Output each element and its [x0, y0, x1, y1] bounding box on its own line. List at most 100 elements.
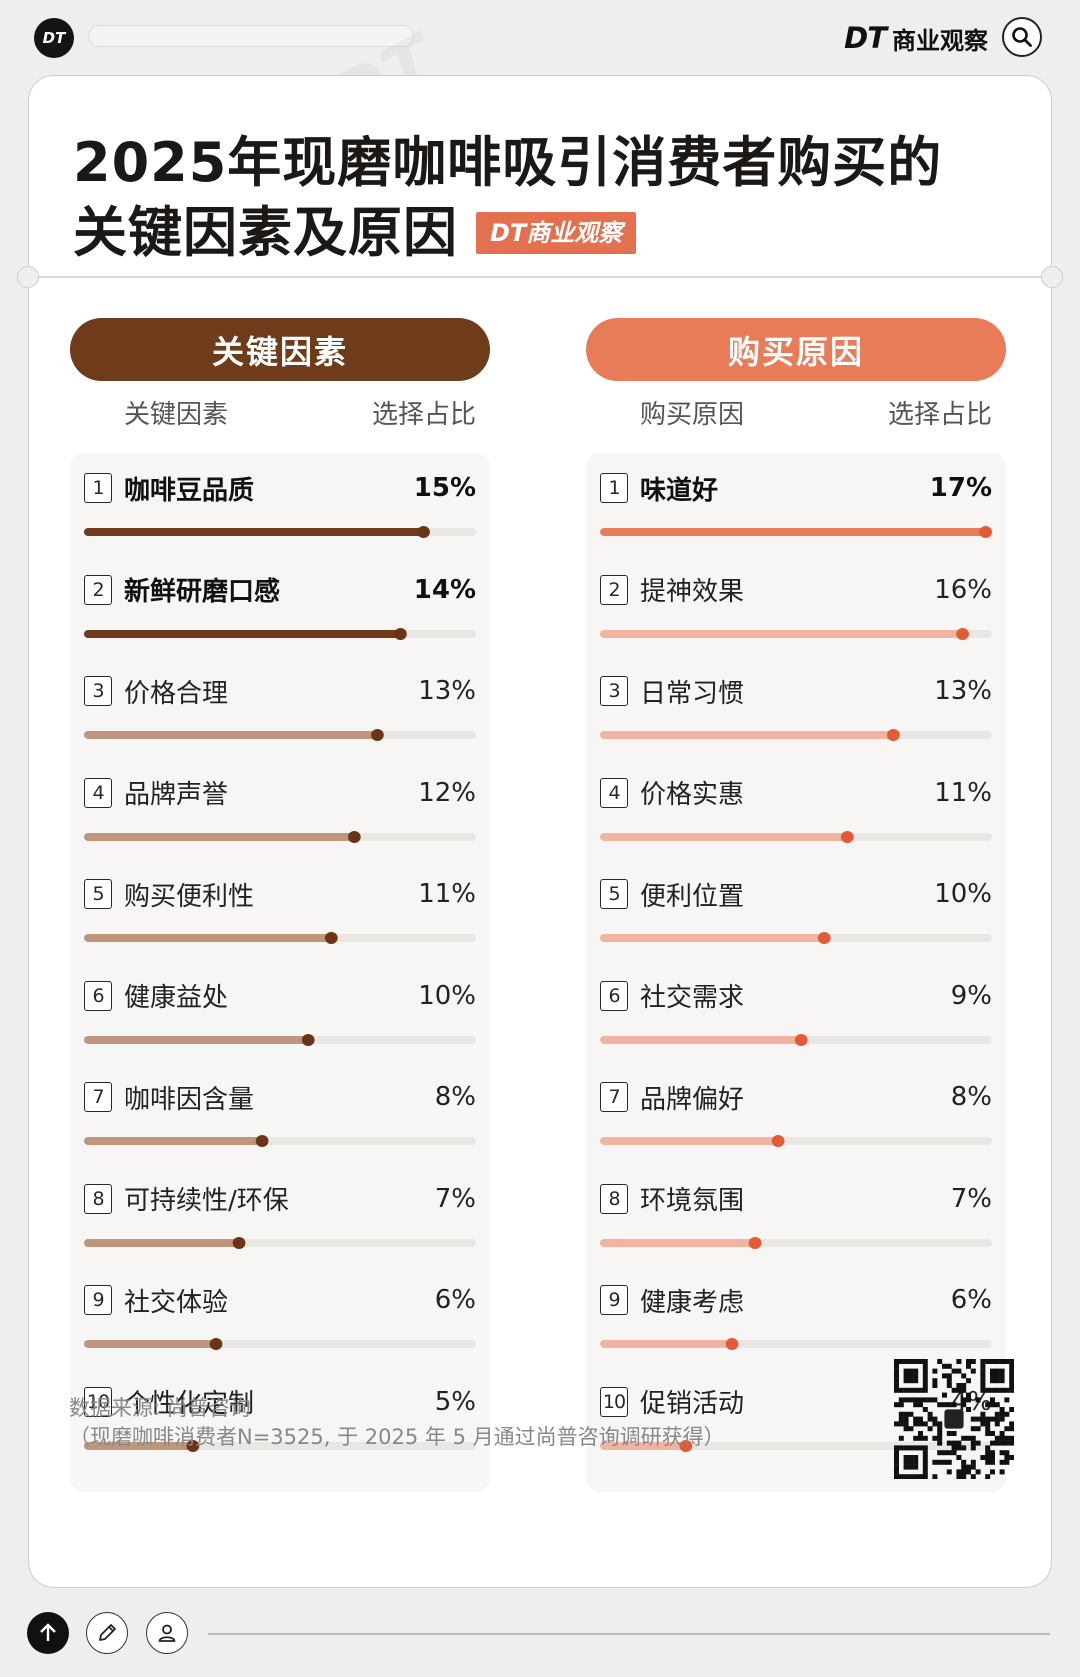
bar-track: [84, 1134, 476, 1147]
rank-badge: 9: [600, 1285, 628, 1315]
bar-track: [600, 525, 992, 538]
qr-module: [942, 1459, 947, 1465]
qr-module: [1009, 1435, 1014, 1441]
qr-module: [932, 1378, 938, 1384]
bar-track: [600, 830, 992, 843]
bar: [600, 528, 990, 536]
category-label: 咖啡豆品质: [124, 475, 255, 506]
qr-module: [980, 1455, 986, 1460]
reasons-col-share: 选择占比: [887, 400, 992, 430]
chart-row: 6 社交需求 9%: [598, 975, 994, 1073]
qr-module: [999, 1459, 1005, 1465]
qr-module: [894, 1474, 899, 1479]
bar-track: [84, 1033, 476, 1046]
qr-module: [918, 1402, 923, 1408]
rank-badge: 10: [600, 1386, 628, 1417]
qr-module: [908, 1459, 914, 1465]
qr-module: [894, 1455, 899, 1460]
qr-module: [922, 1407, 928, 1412]
bar-end-dot: [794, 1033, 808, 1046]
qr-module: [961, 1435, 967, 1441]
category-label: 个性化定制: [124, 1389, 255, 1419]
qr-module: [1009, 1455, 1014, 1460]
bar: [84, 1035, 313, 1044]
dt-logo-icon[interactable]: DT: [34, 18, 74, 58]
bar-end-dot: [817, 932, 831, 944]
qr-module: [985, 1416, 991, 1422]
bar-end-dot: [301, 1033, 315, 1046]
bar-end-dot: [748, 1236, 762, 1249]
bar-end-dot: [186, 1439, 200, 1452]
qr-module: [970, 1445, 976, 1451]
qr-module: [956, 1469, 962, 1475]
reasons-chart: 1 味道好 17% 2 提神效果 16% 3 日常习惯 13% 4 价格实惠 11% 5 便利位置 10% 6…: [586, 453, 1006, 1492]
bar-track: [600, 1033, 992, 1046]
qr-module: [999, 1435, 1005, 1441]
rank-badge: 4: [84, 777, 112, 808]
qr-module: [994, 1402, 1000, 1408]
row-line: 5 便利位置 10%: [598, 873, 994, 915]
qr-module: [918, 1359, 923, 1364]
value-label: 15%: [413, 473, 476, 503]
edit-button[interactable]: [86, 1612, 128, 1654]
qr-code[interactable]: [894, 1359, 1014, 1479]
bar: [84, 1441, 198, 1450]
qr-module: [946, 1459, 952, 1465]
qr-module: [898, 1416, 904, 1422]
value-label: 8%: [950, 1082, 992, 1112]
bar-end-dot: [347, 830, 361, 843]
qr-module: [913, 1397, 919, 1403]
reasons-header-pill: 购买原因: [586, 318, 1006, 381]
qr-module: [999, 1373, 1005, 1379]
category-label: 日常习惯: [640, 678, 745, 709]
row-line: 1 咖啡豆品质 15%: [82, 467, 478, 509]
value-label: 13%: [934, 676, 992, 706]
rank-badge: 8: [84, 1183, 112, 1214]
qr-module: [1004, 1359, 1010, 1364]
chart-row: 5 购买便利性 11%: [82, 873, 478, 971]
qr-module: [913, 1459, 919, 1465]
qr-module: [932, 1435, 938, 1441]
qr-module: [999, 1407, 1005, 1412]
qr-module: [1004, 1387, 1010, 1393]
category-label: 健康益处: [124, 983, 229, 1013]
title-divider: [29, 276, 1053, 278]
top-search-field[interactable]: [88, 25, 414, 47]
bar-svg: [84, 1033, 476, 1046]
bar-track: [600, 1134, 992, 1147]
qr-module: [975, 1426, 981, 1432]
qr-module: [898, 1411, 904, 1417]
bar: [600, 934, 829, 942]
qr-module: [918, 1435, 923, 1441]
qr-module: [970, 1416, 976, 1422]
qr-module: [961, 1387, 967, 1393]
qr-module: [994, 1368, 1000, 1374]
qr-module: [990, 1455, 995, 1460]
scroll-top-button[interactable]: [27, 1612, 69, 1654]
search-button[interactable]: [1002, 17, 1042, 57]
qr-module: [937, 1359, 943, 1364]
bar-end-dot: [840, 830, 854, 843]
qr-module: [951, 1368, 957, 1374]
qr-module: [1009, 1426, 1014, 1432]
qr-module: [990, 1373, 995, 1379]
qr-module: [903, 1368, 909, 1374]
value-label: 7%: [434, 1183, 476, 1214]
qr-module: [956, 1445, 962, 1451]
profile-button[interactable]: [146, 1612, 188, 1654]
qr-module: [1009, 1440, 1014, 1446]
qr-module: [913, 1359, 919, 1364]
qr-module: [918, 1421, 923, 1427]
value-label: 6%: [434, 1285, 476, 1315]
qr-module: [961, 1373, 967, 1379]
page-title: 2025年现磨咖啡吸引消费者购买的 关键因素及原因 DT商业观察: [73, 128, 942, 268]
qr-module: [918, 1474, 923, 1479]
qr-module: [937, 1426, 943, 1432]
qr-module: [922, 1359, 928, 1364]
qr-module: [922, 1387, 928, 1393]
rank-badge: 5: [84, 879, 112, 909]
qr-module: [966, 1363, 971, 1369]
category-label: 咖啡因含量: [124, 1084, 255, 1115]
qr-module: [1004, 1426, 1010, 1432]
qr-module: [994, 1416, 1000, 1422]
